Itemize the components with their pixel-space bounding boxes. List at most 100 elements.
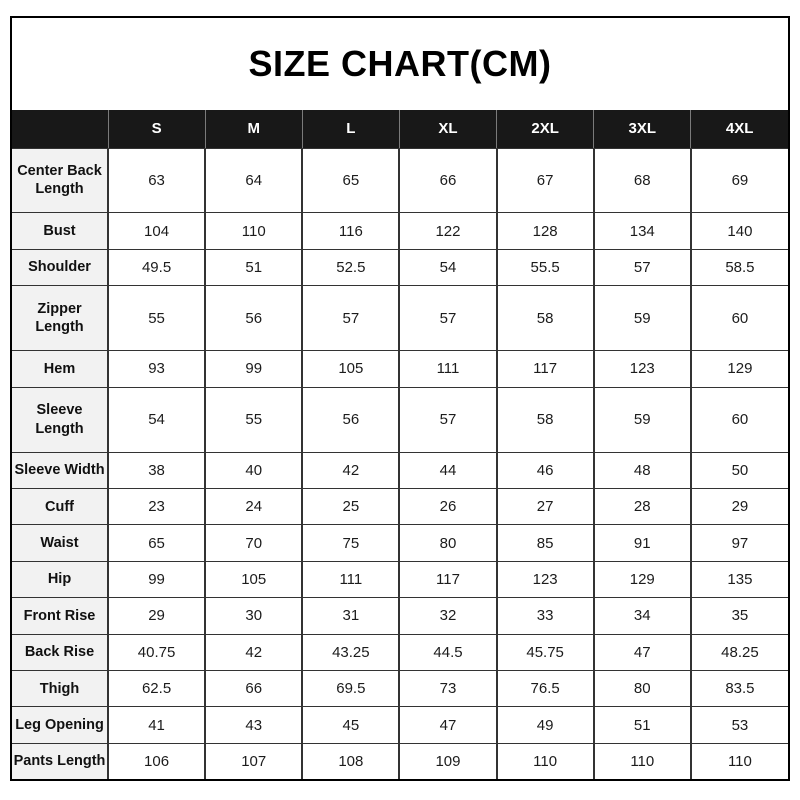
cell-center-back-length-xl: 66 [398, 147, 497, 213]
row-label-waist: Waist [12, 524, 108, 562]
size-column-header-m: M [204, 110, 303, 149]
cell-center-back-length-4xl: 69 [689, 147, 788, 213]
row-label-front-rise: Front Rise [12, 597, 108, 635]
cell-back-rise-m: 42 [204, 633, 303, 671]
cell-thigh-4xl: 83.5 [689, 669, 788, 707]
row-label-center-back-length: Center Back Length [12, 147, 108, 213]
cell-sleeve-width-2xl: 46 [495, 451, 594, 489]
cell-hem-s: 93 [106, 350, 206, 388]
cell-sleeve-length-2xl: 58 [495, 386, 594, 453]
cell-zipper-length-xl: 57 [398, 285, 497, 351]
cell-hem-l: 105 [301, 350, 400, 388]
cell-cuff-4xl: 29 [689, 487, 788, 525]
table-row-zipper-length: Zipper Length 55 56 57 57 58 59 60 [12, 285, 788, 351]
cell-front-rise-4xl: 35 [689, 597, 788, 635]
cell-pants-length-2xl: 110 [495, 742, 594, 779]
table-row-hip: Hip 99 105 111 117 123 129 135 [12, 560, 788, 598]
table-row-bust: Bust 104 110 116 122 128 134 140 [12, 212, 788, 250]
cell-cuff-s: 23 [106, 487, 206, 525]
size-column-header-xl: XL [398, 110, 497, 149]
cell-hip-3xl: 129 [592, 560, 691, 598]
row-label-zipper-length: Zipper Length [12, 285, 108, 351]
cell-leg-opening-xl: 47 [398, 706, 497, 744]
cell-zipper-length-2xl: 58 [495, 285, 594, 351]
cell-thigh-l: 69.5 [301, 669, 400, 707]
table-row-waist: Waist 65 70 75 80 85 91 97 [12, 524, 788, 562]
table-row-back-rise: Back Rise 40.75 42 43.25 44.5 45.75 47 48.25 [12, 633, 788, 671]
cell-bust-l: 116 [301, 212, 400, 250]
cell-hip-l: 111 [301, 560, 400, 598]
cell-bust-s: 104 [106, 212, 206, 250]
cell-hem-xl: 111 [398, 350, 497, 388]
size-column-header-l: L [301, 110, 400, 149]
cell-back-rise-xl: 44.5 [398, 633, 497, 671]
table-row-center-back-length: Center Back Length 63 64 65 66 67 68 69 [12, 147, 788, 213]
cell-sleeve-width-m: 40 [204, 451, 303, 489]
cell-hem-3xl: 123 [592, 350, 691, 388]
cell-sleeve-length-xl: 57 [398, 386, 497, 453]
cell-sleeve-length-4xl: 60 [689, 386, 788, 453]
row-label-hip: Hip [12, 560, 108, 598]
cell-zipper-length-s: 55 [106, 285, 206, 351]
row-label-back-rise: Back Rise [12, 633, 108, 671]
cell-front-rise-xl: 32 [398, 597, 497, 635]
cell-shoulder-s: 49.5 [106, 248, 206, 286]
size-column-header-s: S [107, 110, 206, 149]
row-label-sleeve-width: Sleeve Width [12, 451, 108, 489]
cell-sleeve-width-xl: 44 [398, 451, 497, 489]
cell-sleeve-width-l: 42 [301, 451, 400, 489]
page-title: SIZE CHART(CM) [248, 43, 552, 84]
cell-sleeve-width-s: 38 [106, 451, 206, 489]
cell-leg-opening-4xl: 53 [689, 706, 788, 744]
row-label-thigh: Thigh [12, 669, 108, 707]
cell-hip-4xl: 135 [689, 560, 788, 598]
cell-front-rise-m: 30 [204, 597, 303, 635]
cell-zipper-length-l: 57 [301, 285, 400, 351]
cell-pants-length-4xl: 110 [689, 742, 788, 779]
cell-waist-4xl: 97 [689, 524, 788, 562]
cell-sleeve-width-4xl: 50 [689, 451, 788, 489]
cell-cuff-m: 24 [204, 487, 303, 525]
cell-cuff-2xl: 27 [495, 487, 594, 525]
cell-sleeve-length-m: 55 [204, 386, 303, 453]
cell-cuff-xl: 26 [398, 487, 497, 525]
size-chart-table: S M L XL 2XL 3XL 4XL Center Back Length 63 64 65 6… [12, 110, 788, 779]
cell-center-back-length-l: 65 [301, 147, 400, 213]
cell-pants-length-s: 106 [106, 742, 206, 779]
cell-thigh-2xl: 76.5 [495, 669, 594, 707]
cell-pants-length-m: 107 [204, 742, 303, 779]
cell-zipper-length-3xl: 59 [592, 285, 691, 351]
cell-leg-opening-m: 43 [204, 706, 303, 744]
row-label-pants-length: Pants Length [12, 742, 108, 779]
header-row: S M L XL 2XL 3XL 4XL [12, 110, 788, 149]
cell-waist-s: 65 [106, 524, 206, 562]
cell-waist-xl: 80 [398, 524, 497, 562]
cell-shoulder-4xl: 58.5 [689, 248, 788, 286]
cell-front-rise-s: 29 [106, 597, 206, 635]
cell-back-rise-s: 40.75 [106, 633, 206, 671]
cell-leg-opening-2xl: 49 [495, 706, 594, 744]
cell-bust-4xl: 140 [689, 212, 788, 250]
size-column-header-3xl: 3XL [593, 110, 691, 149]
table-row-sleeve-width: Sleeve Width 38 40 42 44 46 48 50 [12, 451, 788, 489]
corner-cell [12, 110, 108, 149]
cell-shoulder-3xl: 57 [592, 248, 691, 286]
cell-front-rise-3xl: 34 [592, 597, 691, 635]
table-row-sleeve-length: Sleeve Length 54 55 56 57 58 59 60 [12, 386, 788, 453]
cell-bust-3xl: 134 [592, 212, 691, 250]
table-row-leg-opening: Leg Opening 41 43 45 47 49 51 53 [12, 706, 788, 744]
cell-front-rise-2xl: 33 [495, 597, 594, 635]
cell-sleeve-length-s: 54 [106, 386, 206, 453]
table-row-thigh: Thigh 62.5 66 69.5 73 76.5 80 83.5 [12, 669, 788, 707]
cell-shoulder-m: 51 [204, 248, 303, 286]
size-column-header-2xl: 2XL [496, 110, 594, 149]
cell-shoulder-xl: 54 [398, 248, 497, 286]
cell-hem-4xl: 129 [689, 350, 788, 388]
cell-waist-2xl: 85 [495, 524, 594, 562]
cell-shoulder-2xl: 55.5 [495, 248, 594, 286]
cell-pants-length-xl: 109 [398, 742, 497, 779]
cell-center-back-length-2xl: 67 [495, 147, 594, 213]
table-row-pants-length: Pants Length 106 107 108 109 110 110 110 [12, 742, 788, 779]
cell-thigh-s: 62.5 [106, 669, 206, 707]
cell-back-rise-4xl: 48.25 [689, 633, 788, 671]
